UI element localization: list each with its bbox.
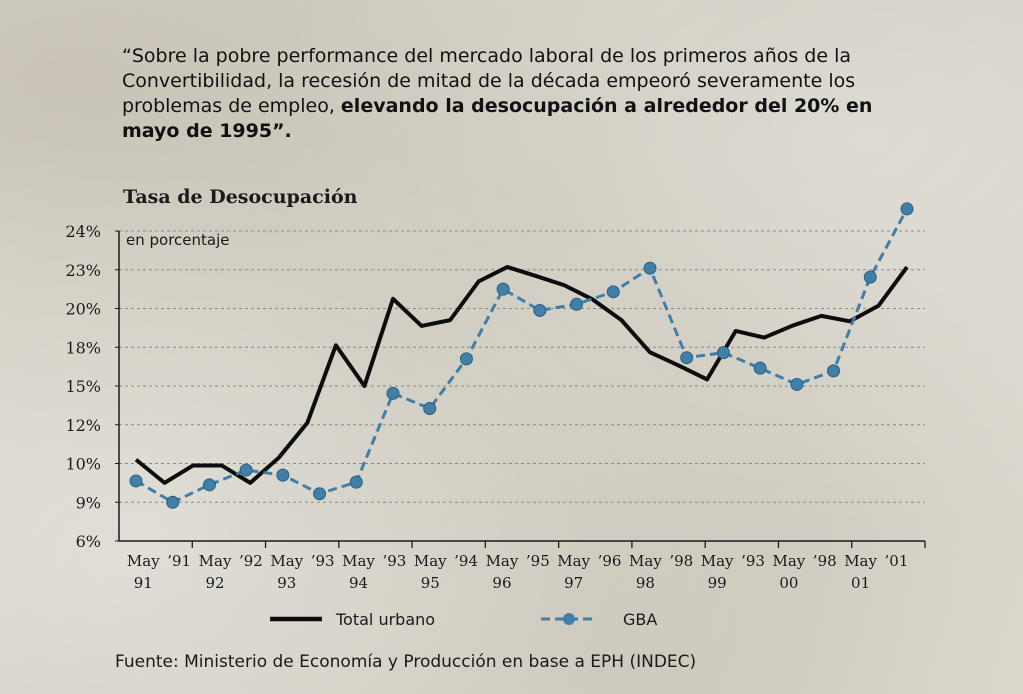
source-note: Fuente: Ministerio de Economía y Producc… <box>115 652 697 672</box>
quote-normal: “Sobre la pobre performance del mercado … <box>122 45 856 117</box>
gba-point <box>386 386 400 400</box>
y-tick-label: 10% <box>65 455 101 474</box>
gba-point <box>239 463 253 477</box>
x-tick-label: May <box>772 552 805 570</box>
x-tick-label: ’98 <box>813 552 837 570</box>
x-tick-year: 95 <box>421 574 440 592</box>
unit-label: en porcentaje <box>126 231 230 249</box>
total-urbano-line <box>134 265 909 485</box>
x-tick-year: 93 <box>277 574 296 592</box>
x-tick-label: May <box>557 552 590 570</box>
y-tick-label: 20% <box>65 300 101 319</box>
x-tick-label: ’98 <box>669 552 693 570</box>
x-tick-label: ’94 <box>454 552 478 570</box>
y-tick-label: 6% <box>76 532 101 551</box>
chart-title: Tasa de Desocupación <box>123 186 358 208</box>
x-tick-year: 97 <box>564 574 583 592</box>
x-tick-label: May <box>342 552 375 570</box>
x-tick-year: 92 <box>206 574 225 592</box>
x-tick-label: May <box>629 552 662 570</box>
y-tick-label: 12% <box>65 416 101 435</box>
x-tick-label: ’01 <box>885 552 909 570</box>
x-tick-year: 96 <box>492 574 511 592</box>
legend: Total urbano GBA <box>270 610 657 629</box>
gba-point <box>166 495 180 509</box>
gba-point <box>313 487 327 501</box>
gba-line <box>135 208 909 504</box>
gba-point <box>570 297 584 311</box>
gba-point <box>716 346 730 360</box>
x-tick-year: 94 <box>349 574 368 592</box>
y-tick-label: 23% <box>65 261 101 280</box>
y-tick-label: 15% <box>65 377 101 396</box>
x-tick-label: ’92 <box>239 552 263 570</box>
x-tick-label: May <box>844 552 877 570</box>
legend-gba-marker <box>563 613 575 625</box>
x-tick-label: May <box>486 552 519 570</box>
gba-point <box>349 475 363 489</box>
x-tick-label: May <box>270 552 303 570</box>
x-tick-label: ’93 <box>741 552 765 570</box>
gba-point <box>790 377 804 391</box>
y-tick-label: 9% <box>76 493 101 512</box>
legend-total-label: Total urbano <box>335 610 435 629</box>
x-tick-label: May <box>414 552 447 570</box>
gba-point <box>533 303 547 317</box>
x-tick-label: ’91 <box>167 552 191 570</box>
x-tick-labels: May 91 ’91 May 92 ’92 May 93 ’93 May 94 ’93 May 95 ’94… <box>127 541 926 592</box>
series-total-urbano <box>134 265 909 485</box>
gba-point <box>606 285 620 299</box>
quote-bold: elevando la desocupación a alrededor del… <box>122 95 873 142</box>
gba-point <box>753 361 767 375</box>
gba-point <box>423 401 437 415</box>
x-tick-year: 98 <box>636 574 655 592</box>
x-tick-label: May <box>701 552 734 570</box>
y-tick-label: 24% <box>65 222 101 241</box>
x-tick-label: May <box>199 552 232 570</box>
gba-point <box>202 478 216 492</box>
quote-text: “Sobre la pobre performance del mercado … <box>122 44 882 144</box>
y-tick-labels: 6% 9% 10% 12% 15% 18% 20% 23% 24% <box>65 222 119 551</box>
gba-point <box>900 202 914 216</box>
gba-point <box>643 261 657 275</box>
x-tick-label: ’95 <box>526 552 550 570</box>
x-tick-label: ’93 <box>382 552 406 570</box>
legend-gba-label: GBA <box>623 610 657 629</box>
gba-point <box>276 468 290 482</box>
x-tick-label: May <box>127 552 160 570</box>
gba-point <box>496 282 510 296</box>
series-gba <box>129 202 914 509</box>
x-tick-year: 00 <box>779 574 798 592</box>
x-tick-label: ’93 <box>311 552 335 570</box>
gba-point <box>459 352 473 366</box>
y-tick-label: 18% <box>65 338 101 357</box>
gba-point <box>680 351 694 365</box>
gba-point <box>863 270 877 284</box>
gba-point <box>129 474 143 488</box>
x-tick-year: 91 <box>134 574 153 592</box>
x-tick-label: ’96 <box>598 552 622 570</box>
x-tick-year: 01 <box>851 574 870 592</box>
gba-point <box>827 364 841 378</box>
x-tick-year: 99 <box>708 574 727 592</box>
